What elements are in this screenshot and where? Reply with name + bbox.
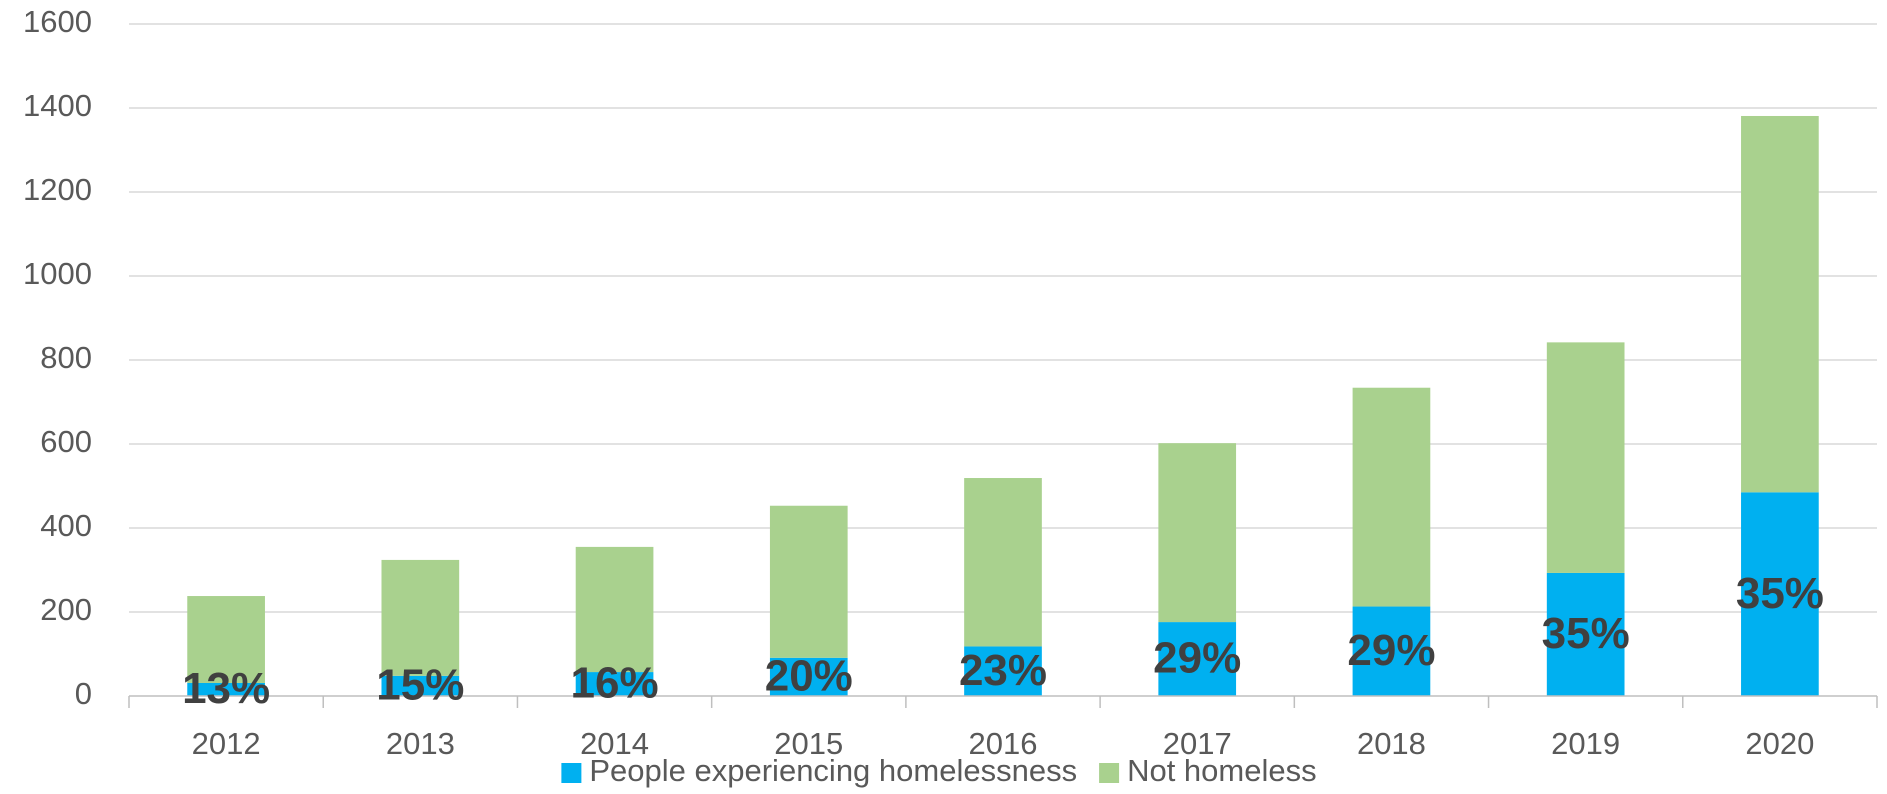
x-tick-label: 2013 (386, 726, 455, 761)
data-label: 23% (959, 646, 1047, 695)
bar-segment (1352, 387, 1431, 607)
bar-segment (187, 596, 265, 683)
bar-segment (1546, 572, 1625, 696)
bar-segment (1741, 115, 1819, 493)
legend-swatch (561, 763, 582, 783)
bar-segment (964, 646, 1042, 696)
x-tick-label: 2014 (580, 726, 649, 761)
y-tick-label: 0 (75, 676, 92, 711)
x-tick-label: 2020 (1745, 726, 1814, 761)
bar-segment (1546, 342, 1625, 573)
bar-segment (575, 546, 654, 673)
bar-segment (964, 478, 1042, 647)
x-tick-label: 2016 (969, 726, 1038, 761)
data-label: 16% (571, 659, 659, 708)
data-label: 20% (765, 652, 853, 701)
data-label: 35% (1736, 569, 1824, 618)
data-label: 13% (182, 664, 270, 713)
bar-segment (1741, 492, 1819, 696)
data-label: 29% (1153, 634, 1241, 683)
bar-segment (769, 657, 848, 696)
y-tick-label: 200 (40, 592, 92, 627)
bar-segment (769, 505, 848, 658)
y-tick-label: 800 (40, 340, 92, 375)
data-label: 29% (1347, 626, 1435, 675)
x-tick-label: 2019 (1551, 726, 1620, 761)
x-tick-label: 2017 (1163, 726, 1232, 761)
y-tick-label: 400 (40, 508, 92, 543)
legend-swatch (1099, 763, 1120, 783)
bar-segment (187, 682, 265, 696)
legend-label: People experiencing homelessness (589, 753, 1077, 788)
bar-segment (381, 559, 460, 676)
x-tick-label: 2015 (774, 726, 843, 761)
data-label: 15% (376, 661, 464, 710)
bar-segment (1158, 622, 1237, 696)
data-label: 35% (1542, 609, 1630, 658)
y-tick-label: 1200 (23, 172, 92, 207)
bar-segment (381, 675, 460, 696)
y-tick-label: 600 (40, 424, 92, 459)
y-tick-label: 1400 (23, 88, 92, 123)
bar-segment (1158, 443, 1237, 623)
bar-segment (1352, 606, 1431, 696)
bar-segment (575, 672, 654, 696)
y-tick-label: 1600 (23, 4, 92, 39)
y-tick-label: 1000 (23, 256, 92, 291)
x-tick-label: 2012 (192, 726, 261, 761)
x-tick-label: 2018 (1357, 726, 1426, 761)
legend-label: Not homeless (1127, 753, 1317, 788)
